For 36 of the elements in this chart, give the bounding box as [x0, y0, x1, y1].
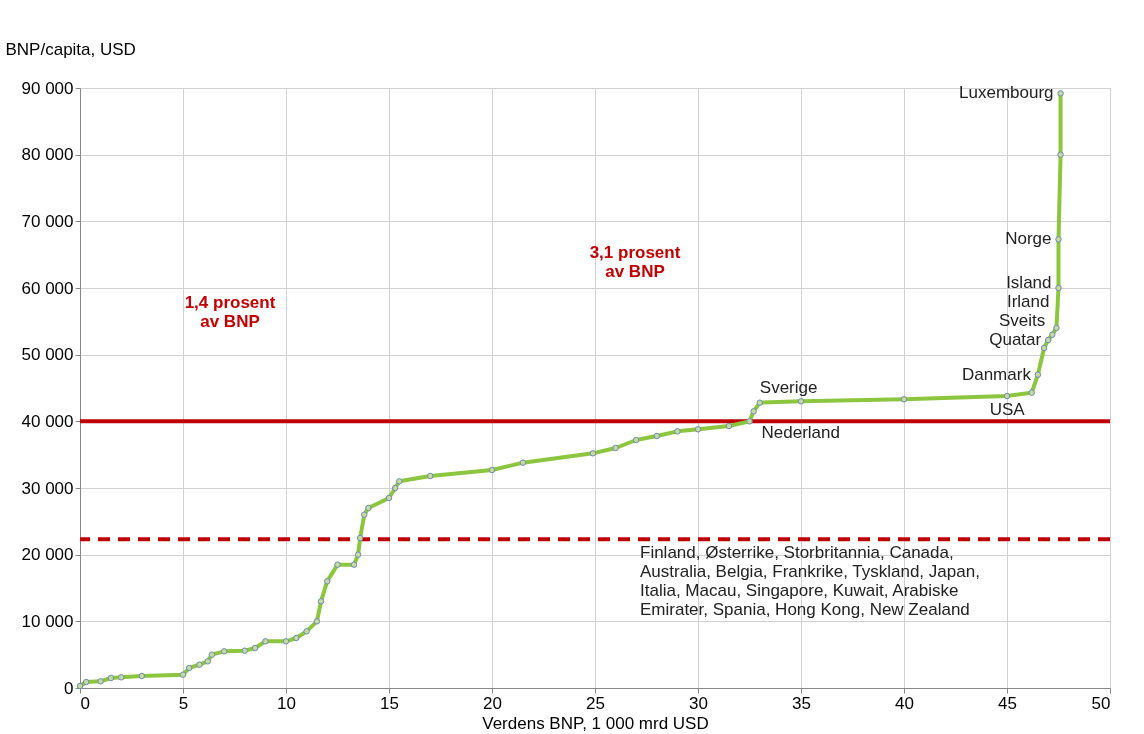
x-tick-label: 45 [998, 693, 1017, 713]
x-tick-label: 30 [689, 693, 708, 713]
y-tick-label: 70 000 [21, 211, 74, 231]
y-tick-label: 20 000 [21, 545, 74, 565]
y-tick-label: 50 000 [21, 345, 74, 365]
annotation: Luxembourg [959, 83, 1054, 103]
x-tick-label: 20 [483, 693, 502, 713]
y-tick-label: 60 000 [21, 278, 74, 298]
y-tick-label: 90 000 [21, 78, 74, 98]
x-tick-label: 50 [1091, 693, 1111, 713]
y-tick-label: 0 [64, 678, 74, 698]
annotation: Island [1006, 273, 1052, 292]
x-tick-label: 35 [792, 693, 811, 713]
x-tick-label: 5 [178, 693, 189, 713]
annotation: Danmark [961, 364, 1032, 384]
annotation: Sverige [759, 377, 818, 397]
annotation: Irland [1006, 292, 1050, 311]
annotation: Norge [1005, 229, 1052, 249]
x-tick-label: 25 [586, 693, 605, 713]
annotation: Nederland [761, 423, 840, 443]
y-tick-label: 80 000 [21, 145, 74, 165]
x-tick-label: 40 [895, 693, 914, 713]
y-axis-title: BNP/capita, USD [5, 39, 136, 59]
annotation: Sveits [999, 311, 1046, 330]
y-tick-label: 40 000 [21, 411, 74, 431]
x-tick-label: 15 [380, 693, 399, 713]
x-axis-title: Verdens BNP, 1 000 mrd USD [482, 713, 709, 733]
y-tick-label: 30 000 [21, 478, 74, 498]
x-tick-label: 0 [80, 693, 90, 713]
annotation: Quatar [989, 330, 1042, 349]
annotation: 1,4 prosent av BNP [184, 293, 276, 331]
annotation: Finland, Østerrike, Storbritannia, Canada, Australia, Belgia, Frankrike, Tyskland, Japan, Italia, Macau, Singapore, Kuwait, Arabiske Emirater, Spania, Hong Kong, New Zealand [640, 543, 980, 619]
x-tick-label: 10 [277, 693, 296, 713]
annotation: USA [989, 399, 1026, 419]
y-tick-label: 10 000 [21, 611, 74, 631]
annotation: 3,1 prosent av BNP [589, 243, 681, 281]
